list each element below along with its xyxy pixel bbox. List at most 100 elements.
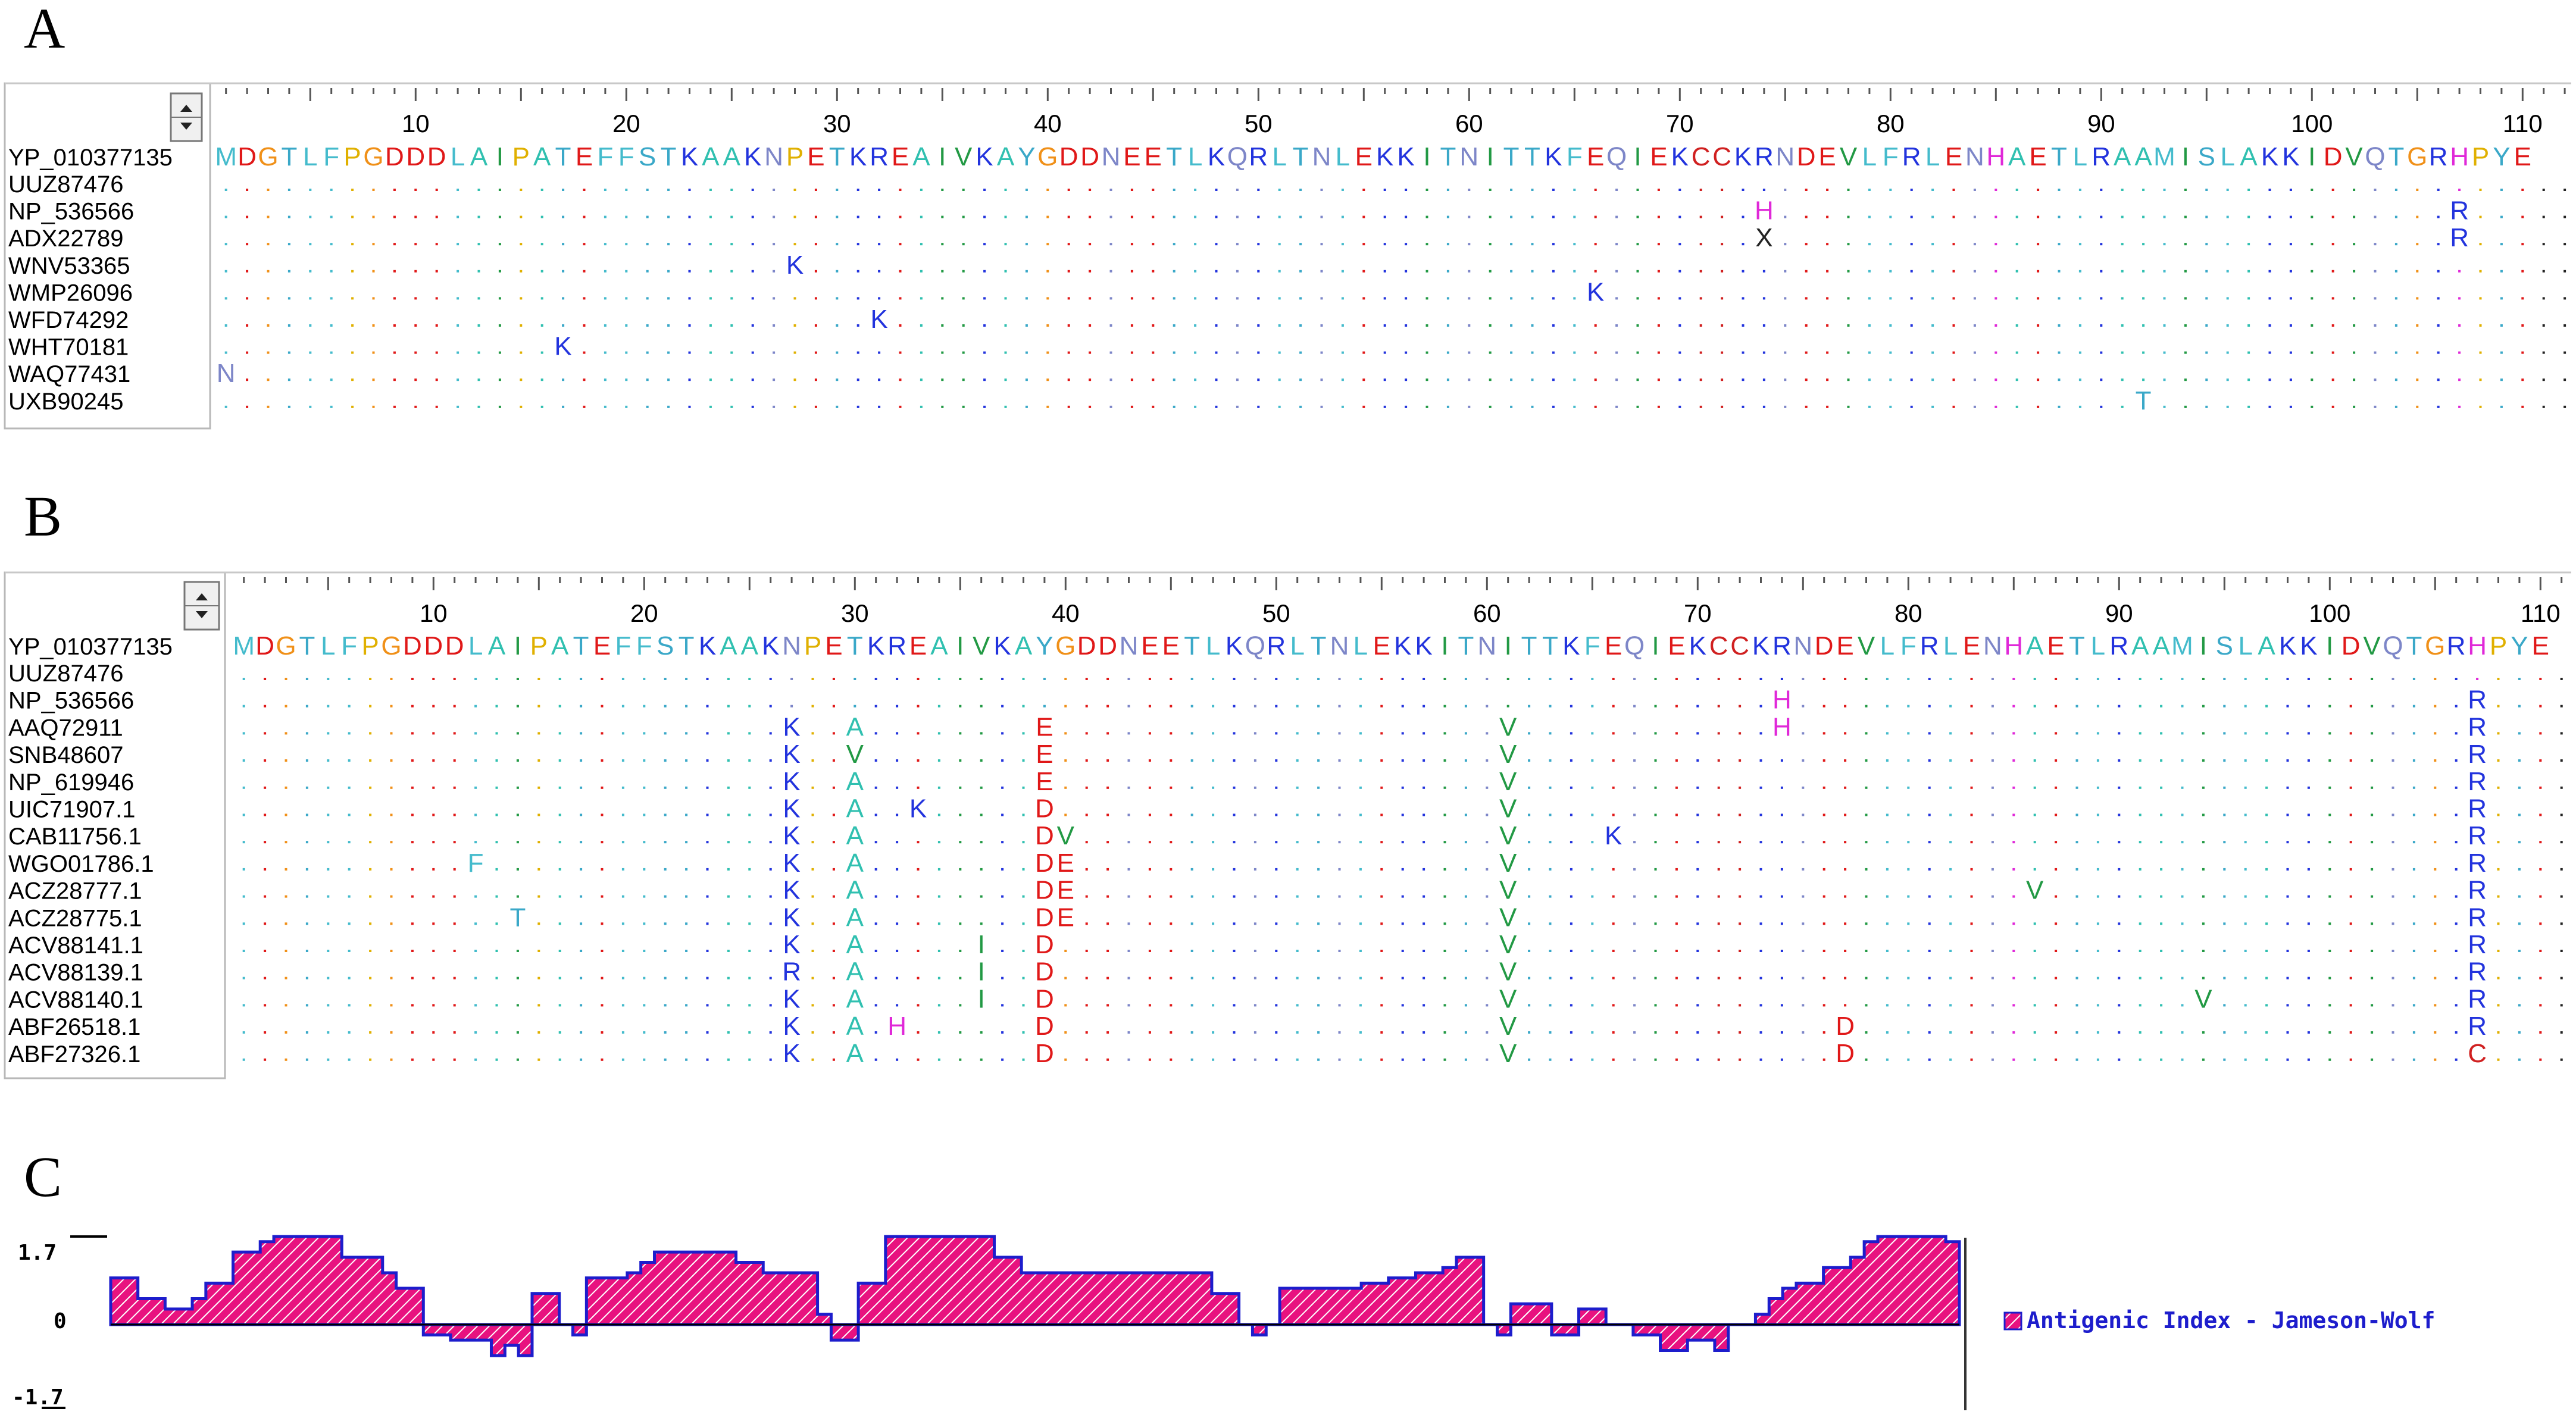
spinner-down-icon[interactable] xyxy=(196,611,208,618)
match-dot xyxy=(836,378,839,381)
alignment-row: ACV88139.1 R A I D V R xyxy=(8,957,2563,987)
match-dot xyxy=(664,1031,667,1034)
alignment-row: NP_619946 K A E V R xyxy=(8,767,2563,796)
match-dot xyxy=(1106,705,1109,708)
match-dot xyxy=(1886,868,1889,871)
match-dot xyxy=(1383,378,1386,381)
match-dot xyxy=(1152,297,1155,300)
match-dot xyxy=(1762,189,1765,191)
match-dot xyxy=(2181,841,2184,844)
match-dot xyxy=(474,1058,477,1061)
scroll-spinner[interactable] xyxy=(170,92,203,142)
reference-residue: A xyxy=(470,142,488,171)
match-dot xyxy=(874,1058,877,1061)
match-dot xyxy=(2331,351,2334,354)
match-dot xyxy=(1425,243,1428,246)
match-dot xyxy=(664,841,667,844)
match-dot xyxy=(558,813,561,816)
match-dot xyxy=(1865,1058,1868,1061)
match-dot xyxy=(1001,1031,1004,1034)
match-dot xyxy=(1699,243,1702,246)
match-dot xyxy=(1570,705,1573,708)
match-dot xyxy=(769,1004,772,1007)
match-dot xyxy=(583,215,586,218)
match-dot xyxy=(1591,841,1594,844)
match-dot xyxy=(899,270,902,273)
match-dot xyxy=(2139,1031,2142,1034)
match-dot xyxy=(980,732,983,735)
match-dot xyxy=(1931,270,1934,273)
match-dot xyxy=(2500,405,2503,408)
match-dot xyxy=(1531,243,1534,246)
match-dot xyxy=(793,215,796,218)
spinner-up-icon[interactable] xyxy=(196,593,208,600)
match-dot xyxy=(1552,378,1555,381)
match-dot xyxy=(2160,895,2163,898)
match-dot xyxy=(959,678,962,680)
match-dot xyxy=(959,950,962,952)
match-dot xyxy=(1296,1031,1299,1034)
match-dot xyxy=(453,1058,456,1061)
substitution-residue: R xyxy=(2468,767,2487,796)
match-dot xyxy=(285,976,287,979)
scroll-spinner[interactable] xyxy=(183,581,220,631)
match-dot xyxy=(1865,759,1868,762)
alignment-row: UXB90245 T xyxy=(8,386,2566,415)
match-dot xyxy=(2223,1058,2226,1061)
match-dot xyxy=(224,297,227,300)
match-dot xyxy=(1675,705,1678,708)
match-dot xyxy=(2353,297,2356,300)
sequence-name: WNV53365 xyxy=(8,253,130,279)
match-dot xyxy=(1022,976,1025,979)
reference-residue: A xyxy=(2114,142,2131,171)
reference-residue: D xyxy=(427,142,446,171)
match-dot xyxy=(1549,732,1552,735)
match-dot xyxy=(1847,189,1850,191)
reference-residue: L xyxy=(1272,142,1286,171)
match-dot xyxy=(854,678,856,680)
match-dot xyxy=(1886,786,1889,789)
spinner-up-icon[interactable] xyxy=(180,105,192,112)
match-dot xyxy=(2331,405,2334,408)
match-dot xyxy=(2455,895,2458,898)
match-dot xyxy=(983,189,986,191)
reference-residue: A xyxy=(912,142,930,171)
match-dot xyxy=(1991,732,1994,735)
spinner-down-icon[interactable] xyxy=(180,123,192,130)
y-label-zero: 0 xyxy=(54,1309,67,1334)
match-dot xyxy=(1657,189,1660,191)
match-dot xyxy=(285,922,287,925)
match-dot xyxy=(959,705,962,708)
match-dot xyxy=(2139,1058,2142,1061)
match-dot xyxy=(1127,868,1130,871)
match-dot xyxy=(1528,1031,1531,1034)
reference-residue: T xyxy=(1542,631,1558,661)
match-dot xyxy=(2371,1004,2374,1007)
match-dot xyxy=(558,841,561,844)
reference-residue: T xyxy=(555,142,571,171)
match-dot xyxy=(2434,705,2437,708)
sequence-name: WAQ77431 xyxy=(8,361,130,387)
match-dot xyxy=(773,351,776,354)
match-dot xyxy=(2139,950,2142,952)
substitution-residue: R xyxy=(2468,903,2487,932)
match-dot xyxy=(242,976,245,979)
match-dot xyxy=(305,895,308,898)
match-dot xyxy=(2307,841,2310,844)
match-dot xyxy=(246,189,249,191)
reference-residue: D xyxy=(424,631,443,661)
match-dot xyxy=(1910,189,1913,191)
match-dot xyxy=(2096,678,2099,680)
match-dot xyxy=(1022,868,1025,871)
match-dot xyxy=(1612,895,1615,898)
match-dot xyxy=(2118,895,2121,898)
match-dot xyxy=(1654,922,1657,925)
reference-residue: K xyxy=(1545,142,1562,171)
match-dot xyxy=(1359,732,1362,735)
substitution-residue: V xyxy=(1499,794,1517,824)
match-dot xyxy=(1233,1031,1236,1034)
match-dot xyxy=(393,351,396,354)
match-dot xyxy=(1253,976,1256,979)
match-dot xyxy=(1970,732,1973,735)
substitution-residue: V xyxy=(2026,876,2044,905)
